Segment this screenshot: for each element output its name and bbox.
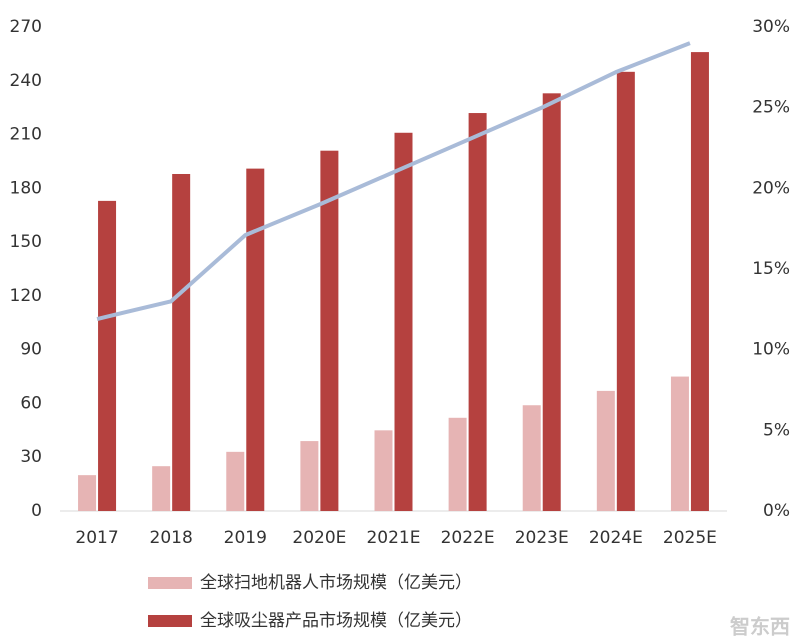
y2-tick-label: 15% [752,259,790,279]
x-tick-label: 2018 [150,528,193,548]
y-tick-label: 180 [10,178,42,198]
bar [468,113,487,512]
x-tick-label: 2025E [663,528,717,548]
bar [78,475,97,511]
y2-tick-label: 25% [752,98,790,118]
x-tick-label: 2021E [366,528,420,548]
y2-tick-label: 0% [763,501,790,521]
x-tick-label: 2017 [75,528,118,548]
y-tick-label: 60 [20,393,42,413]
legend-label: 全球吸尘器产品市场规模（亿美元） [200,611,472,631]
y2-tick-label: 20% [752,178,790,198]
watermark: 智东西 [730,615,790,639]
line [96,41,691,321]
legend-swatch [148,577,192,589]
bar [246,168,265,512]
legend-swatch [148,615,192,627]
y-tick-label: 90 [20,340,42,360]
x-tick-label: 2023E [515,528,569,548]
bar [448,417,467,511]
y2-tick-label: 30% [752,17,790,37]
x-tick-label: 2020E [292,528,346,548]
x-tick-label: 2019 [224,528,267,548]
bar [300,441,319,511]
bar [394,132,413,511]
bar [596,390,615,511]
bar [616,71,635,511]
y-tick-label: 0 [31,501,42,521]
x-tick-label: 2024E [589,528,643,548]
y-tick-label: 150 [10,232,42,252]
y2-tick-label: 10% [752,340,790,360]
bar [542,93,561,511]
bar [374,430,393,511]
bar [522,405,541,511]
bar [226,451,245,511]
bar [172,173,191,511]
bar [152,466,171,511]
bar [690,52,709,512]
y2-tick-label: 5% [763,420,790,440]
y-tick-label: 270 [10,17,42,37]
y-tick-label: 240 [10,71,42,91]
y-tick-label: 210 [10,125,42,145]
bar [320,150,339,511]
y-tick-label: 30 [20,447,42,467]
bar [670,376,689,511]
legend-label: 全球扫地机器人市场规模（亿美元） [200,573,472,593]
x-tick-label: 2022E [441,528,495,548]
bar [98,200,117,512]
y-tick-label: 120 [10,286,42,306]
